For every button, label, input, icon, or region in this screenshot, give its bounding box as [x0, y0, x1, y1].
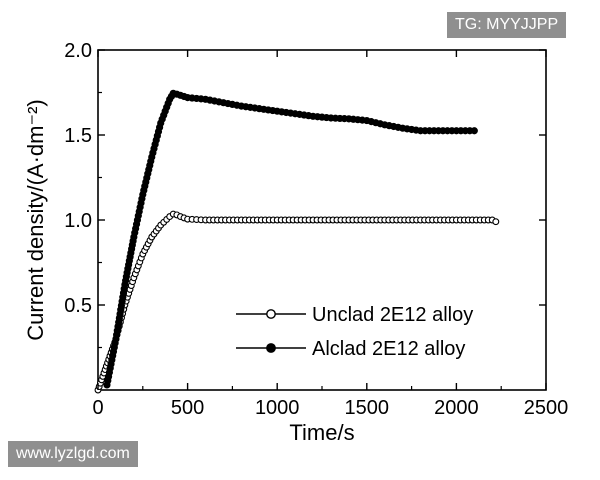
x-tick-label: 2000 — [434, 397, 479, 419]
x-tick-label: 1500 — [345, 397, 390, 419]
series-layer — [94, 89, 500, 394]
legend-label: Alclad 2E12 alloy — [312, 338, 465, 360]
watermark-bottom: www.lyzlgd.com — [8, 441, 138, 467]
watermark-top: TG: MYYJJPP — [447, 12, 567, 38]
x-tick-label: 0 — [92, 397, 103, 419]
legend-label: Unclad 2E12 alloy — [312, 304, 473, 326]
legend: Unclad 2E12 alloy Alclad 2E12 alloy — [236, 304, 473, 360]
x-tick-label: 500 — [171, 397, 204, 419]
x-axis-title: Time/s — [289, 420, 354, 445]
y-tick-label: 0.5 — [64, 295, 92, 317]
y-tick-label: 1.0 — [64, 210, 92, 232]
y-tick-label: 1.5 — [64, 125, 92, 147]
axes-layer: 0 500 1000 1500 2000 2500 0.5 1.0 1.5 2.0 Time/s Cu… — [23, 40, 568, 445]
series-alclad — [103, 89, 478, 389]
x-tick-label: 2500 — [524, 397, 569, 419]
unclad-data-point — [492, 218, 500, 226]
series-unclad — [94, 210, 500, 394]
x-tick-label: 1000 — [255, 397, 300, 419]
y-tick-label: 2.0 — [64, 40, 92, 62]
legend-marker — [266, 343, 276, 353]
alclad-data-point — [470, 127, 478, 135]
y-axis-title: Current density/(A·dm⁻²) — [23, 99, 48, 340]
legend-marker — [266, 309, 276, 319]
